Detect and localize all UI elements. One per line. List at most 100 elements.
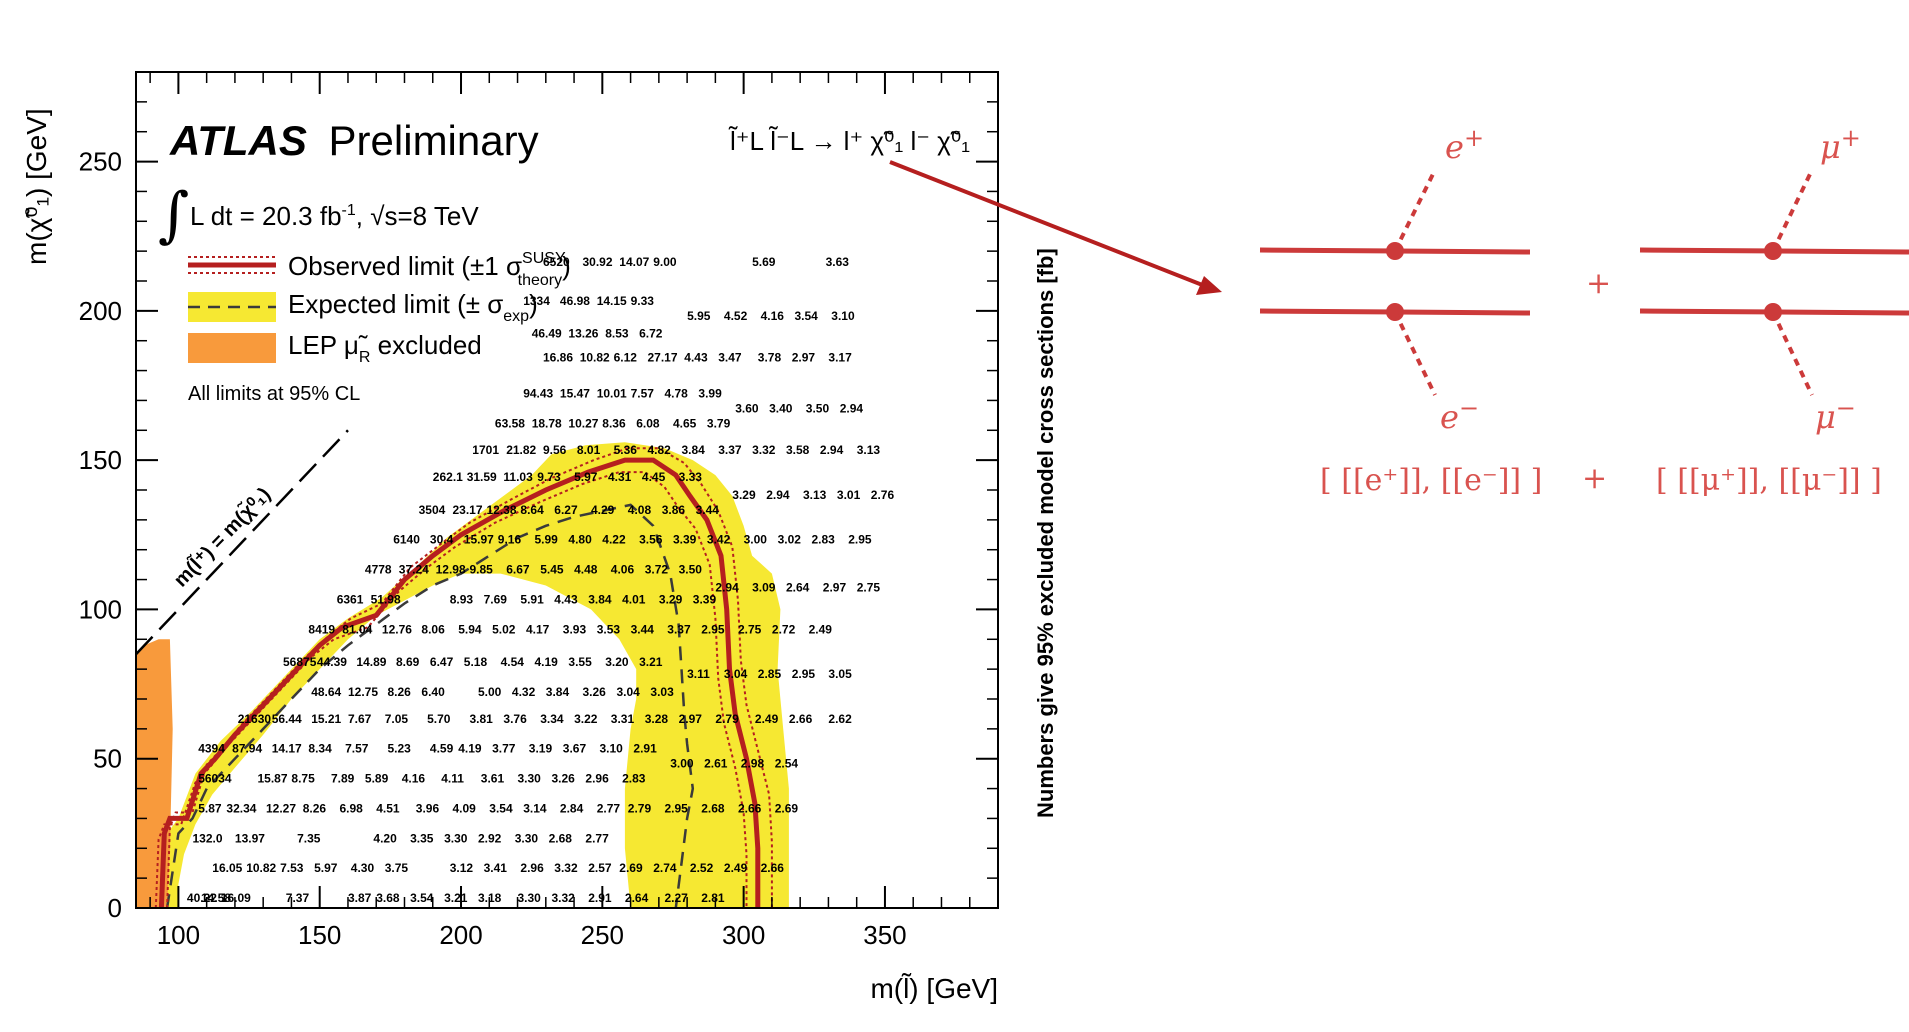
cross-section-value: 2.94 <box>840 401 864 415</box>
cross-section-value: 5.36 <box>614 443 638 457</box>
legend-observed-label: Observed limit (±1 σSUSY theory) <box>288 250 571 289</box>
cross-section-value: 4394 <box>198 742 225 756</box>
cross-section-value: 87.94 <box>232 742 262 756</box>
expected-band <box>167 442 789 908</box>
cross-section-value: 3.20 <box>605 655 629 669</box>
cross-section-value: 3.61 <box>481 772 505 786</box>
luminosity-label: L dt = 20.3 fb-1, √s=8 TeV <box>190 201 479 231</box>
cross-section-value: 3.09 <box>752 581 776 595</box>
cross-section-value: 8.26 <box>303 802 327 816</box>
cross-section-value: 2.85 <box>758 667 782 681</box>
cross-section-value: 2.77 <box>597 802 621 816</box>
cross-section-value: 5.91 <box>520 593 544 607</box>
diagram-e-plus-leg <box>1393 169 1437 252</box>
cross-section-value: 4.06 <box>611 563 635 577</box>
cross-section-value: 4.08 <box>628 503 652 517</box>
cross-section-value: 3.13 <box>803 488 827 502</box>
cross-section-value: 3.77 <box>492 742 516 756</box>
observed-minus-sigma-line <box>154 471 748 908</box>
luminosity-text: L dt = 20.3 fb <box>190 201 342 231</box>
cross-section-value: 3.31 <box>611 712 635 726</box>
cross-section-value: 2.84 <box>560 802 584 816</box>
cross-section-value: 2.75 <box>857 581 881 595</box>
cross-section-value: 3.32 <box>752 443 776 457</box>
cross-section-value: 7.69 <box>484 593 508 607</box>
title-preliminary: Preliminary <box>329 117 539 164</box>
cross-section-value: 2.95 <box>792 667 816 681</box>
diagram-e-minus-leg <box>1393 311 1437 396</box>
cross-section-value: 2.97 <box>823 581 847 595</box>
cross-section-value: 2.81 <box>701 891 725 905</box>
cross-section-value: 2.91 <box>588 891 612 905</box>
cross-section-value: 2.49 <box>809 622 833 636</box>
cross-section-value: 30.4 <box>430 533 454 547</box>
cross-section-value: 3.30 <box>515 831 539 845</box>
cross-section-value: 6361 <box>337 593 364 607</box>
cross-section-value: 3.28 <box>645 712 669 726</box>
x-tick-label: 250 <box>581 920 624 950</box>
cross-section-value: 4.43 <box>554 593 578 607</box>
x-tick-label: 200 <box>439 920 482 950</box>
cross-section-value: 2.66 <box>761 861 785 875</box>
cross-section-value: 3.41 <box>484 861 508 875</box>
cross-section-value: 23.17 <box>453 503 483 517</box>
cross-section-value: 94.43 <box>523 386 553 400</box>
cross-section-value: 4.09 <box>453 802 477 816</box>
cross-section-value: 6140 <box>393 533 420 547</box>
cross-section-value: 3.93 <box>563 622 587 636</box>
expected-limit-line <box>165 503 695 908</box>
cross-section-value: 9.56 <box>543 443 567 457</box>
cross-section-value: 8.75 <box>291 772 315 786</box>
cross-section-value: 46.49 <box>532 327 562 341</box>
y-tick-label: 100 <box>79 594 122 624</box>
cross-section-value: 4.19 <box>535 655 559 669</box>
cross-section-value: 10.82 <box>246 861 276 875</box>
cross-section-value: 2.96 <box>520 861 544 875</box>
cross-section-value: 9.00 <box>653 255 677 269</box>
cross-section-value: 4.29 <box>591 503 615 517</box>
cross-section-value: 9.33 <box>631 294 655 308</box>
y-axis-label: m(χ̃⁰₁) [GeV] <box>21 108 52 265</box>
cross-section-value: 9.85 <box>470 563 494 577</box>
cross-section-value: 31.59 <box>467 470 497 484</box>
cross-section-value: 16.05 <box>212 861 242 875</box>
cross-section-value: 15.47 <box>560 386 590 400</box>
cross-section-value: 2.83 <box>812 533 836 547</box>
cross-section-value: 3.34 <box>540 712 564 726</box>
cross-section-value: 2.54 <box>775 757 799 771</box>
cross-section-value: 7.37 <box>286 891 310 905</box>
cross-section-value: 21630 <box>238 712 272 726</box>
observed-limit-line <box>158 457 761 908</box>
cross-section-value: 3.04 <box>724 667 748 681</box>
cross-section-value: 5.69 <box>752 255 776 269</box>
cross-section-value: 3.29 <box>659 593 683 607</box>
diagram-muon: μ+ μ− [ [[μ⁺]], [[μ⁻]] ] <box>1639 124 1909 498</box>
cross-section-value: 3.78 <box>758 351 782 365</box>
diagram-mu-minus-label: μ− <box>1815 394 1856 436</box>
diagram-plus-bottom: + <box>1582 461 1607 496</box>
cross-section-value: 15.21 <box>311 712 341 726</box>
cross-section-value: 3.63 <box>826 255 850 269</box>
cross-section-value: 44.39 <box>317 655 347 669</box>
cross-section-value: 2.68 <box>701 802 725 816</box>
cross-section-value: 2.64 <box>625 891 649 905</box>
cross-section-value: 6.27 <box>554 503 578 517</box>
cross-section-value: 2.94 <box>820 443 844 457</box>
x-axis-label: m(l̃) [GeV] <box>870 973 998 1004</box>
cross-section-value: 4.82 <box>648 443 672 457</box>
cross-section-value: 4.54 <box>501 655 525 669</box>
cross-section-value: 2.92 <box>478 831 502 845</box>
cross-section-value: 7.05 <box>385 712 409 726</box>
y-tick-label: 0 <box>108 893 122 923</box>
cross-section-value: 40.22 <box>187 891 217 905</box>
cross-section-value: 2.27 <box>665 891 689 905</box>
cross-section-value: 3.56 <box>639 533 663 547</box>
cross-section-value: 63.58 <box>495 416 525 430</box>
cross-section-value: 3.10 <box>600 742 624 756</box>
cross-section-value: 2.64 <box>786 581 810 595</box>
legend: Observed limit (±1 σSUSY theory) Expected… <box>188 250 571 405</box>
cross-section-value: 2.57 <box>588 861 612 875</box>
cross-section-value: 3.39 <box>693 593 717 607</box>
cross-section-value: 21.82 <box>506 443 536 457</box>
